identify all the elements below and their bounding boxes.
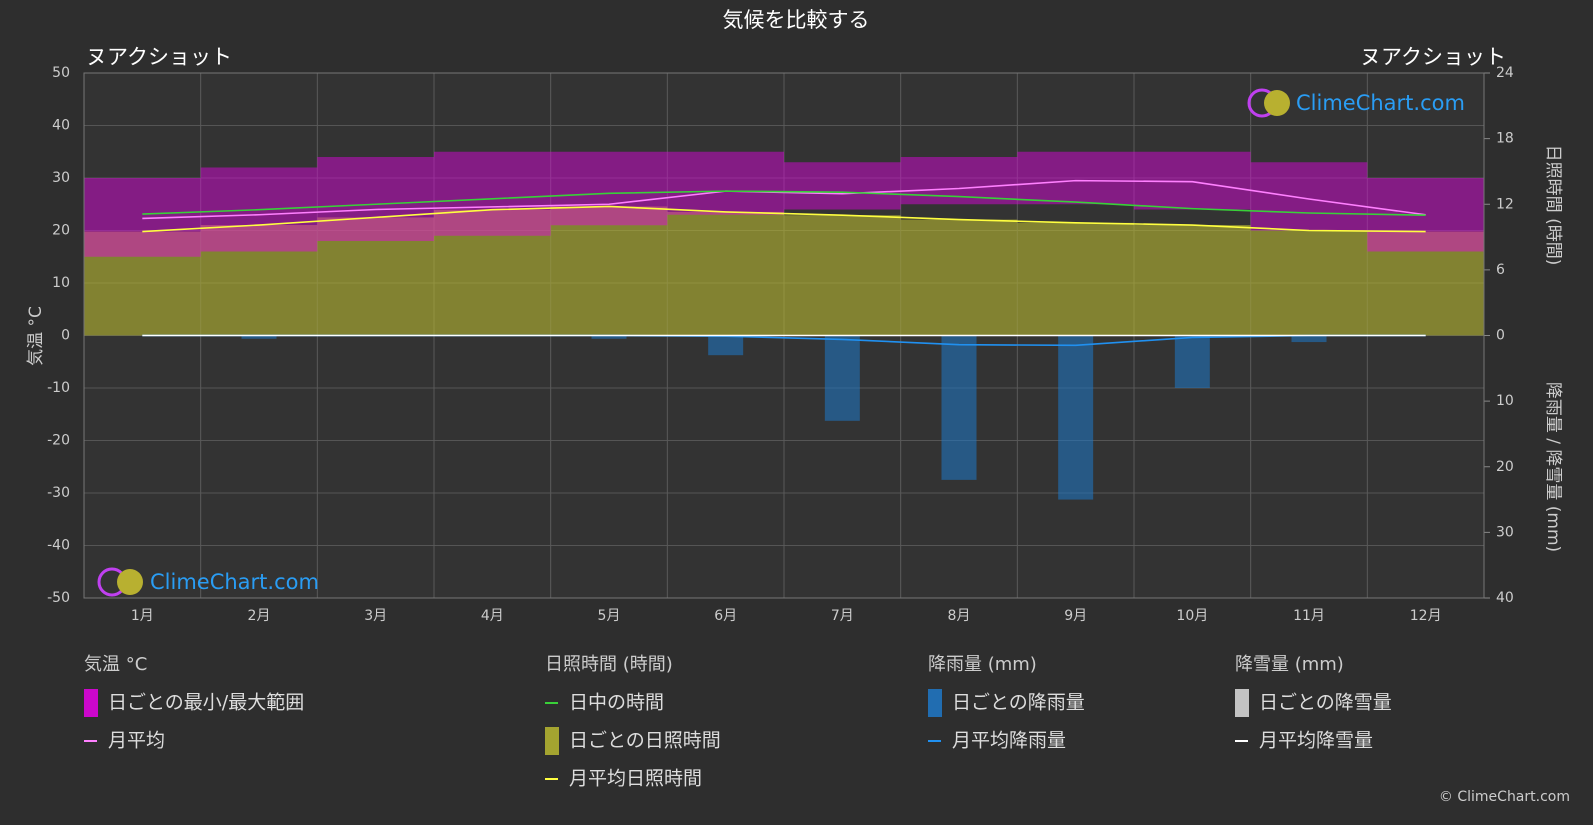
sunshine-area <box>1134 225 1251 336</box>
y-tick-label: 10 <box>52 275 70 291</box>
sunshine-area <box>317 217 434 336</box>
watermark-bottom: ClimeChart.com <box>97 567 319 597</box>
legend-swatch <box>84 689 98 717</box>
legend-label: 月平均降雪量 <box>1259 730 1373 752</box>
y2-tick-label: 24 <box>1496 65 1514 81</box>
y2-tick-label: 6 <box>1496 262 1505 278</box>
y2-tick-label: 0 <box>1496 328 1505 344</box>
legend-label: 日ごとの降雨量 <box>952 692 1085 714</box>
logo-sun <box>117 569 143 595</box>
temp-range <box>1017 151 1134 205</box>
x-tick-label: 8月 <box>948 608 971 624</box>
x-tick-label: 2月 <box>248 608 271 624</box>
sunshine-area <box>784 215 901 336</box>
y3-tick-label: 20 <box>1496 459 1514 475</box>
precip-bar <box>1174 335 1210 388</box>
temp-range <box>550 151 668 226</box>
sunshine-area <box>1250 230 1368 336</box>
x-tick-label: 5月 <box>598 608 621 624</box>
y-tick-label: -40 <box>47 538 70 554</box>
plot-area: -50 -40 -30 -20 -10 0 10 20 30 40 50 0 6 12 18 24 10 20 30… <box>47 65 1514 624</box>
x-tick-label: 7月 <box>831 608 854 624</box>
y-tick-label: 20 <box>52 223 70 239</box>
x-tick-label: 3月 <box>364 608 387 624</box>
legend-label: 月平均降雨量 <box>952 730 1066 752</box>
sunshine-area <box>200 225 318 336</box>
plot-border <box>83 72 1485 599</box>
x-tick-label: 10月 <box>1176 608 1208 624</box>
y-axis-title: 気温 °C <box>26 306 46 366</box>
legend-title: 降雨量 (mm) <box>928 654 1037 675</box>
series-line <box>142 205 1426 233</box>
watermark: ClimeChart.com <box>1296 91 1465 115</box>
sunshine-area <box>84 231 201 336</box>
legend-swatch <box>928 689 942 717</box>
series-line <box>142 190 1426 216</box>
precip-bar <box>1058 335 1094 500</box>
location-left: ヌアクショット <box>86 45 232 69</box>
temp-range <box>784 162 901 210</box>
y3-tick-label: 40 <box>1496 590 1514 606</box>
y3-tick-label: 30 <box>1496 524 1514 540</box>
legend-label: 月平均 <box>108 730 165 752</box>
legend-label: 月平均日照時間 <box>569 768 702 790</box>
precip-bar <box>824 335 860 421</box>
copyright: © ClimeChart.com <box>1439 789 1570 805</box>
y2-tick-label: 18 <box>1496 131 1514 147</box>
y3-tick-label: 10 <box>1496 393 1514 409</box>
y2-tick-label: 12 <box>1496 196 1514 212</box>
y-tick-label: 30 <box>52 170 70 186</box>
sunshine-area <box>1017 222 1134 336</box>
location-right: ヌアクショット <box>1360 45 1506 69</box>
chart-title: 気候を比較する <box>723 8 870 32</box>
sunshine-area <box>550 206 668 336</box>
legend-swatch <box>1235 689 1249 717</box>
precip-bar <box>591 335 627 339</box>
legend-label: 日ごとの降雪量 <box>1259 692 1392 714</box>
temp-range <box>667 151 784 215</box>
sunshine-area <box>900 219 1018 336</box>
sunshine-area <box>667 211 784 336</box>
x-tick-label: 1月 <box>131 608 154 624</box>
sunshine-area <box>1367 231 1484 336</box>
sunshine-area <box>434 209 551 336</box>
x-tick-label: 4月 <box>481 608 504 624</box>
precip-bar <box>941 335 977 480</box>
y3-axis-title: 降雨量 / 降雪量 (mm) <box>1543 382 1563 552</box>
watermark-top: ClimeChart.com <box>1247 88 1465 118</box>
legend-title: 日照時間 (時間) <box>545 654 673 675</box>
logo-sun <box>1264 90 1290 116</box>
legend-swatch <box>545 727 559 755</box>
temp-range <box>317 157 434 241</box>
x-tick-label: 9月 <box>1064 608 1087 624</box>
legend-label: 日ごとの日照時間 <box>569 730 721 752</box>
y-tick-label: 50 <box>52 65 70 81</box>
y-tick-label: -20 <box>47 433 70 449</box>
legend-label: 日ごとの最小/最大範囲 <box>108 692 304 714</box>
legend-label: 日中の時間 <box>569 692 664 714</box>
y2-axis-title: 日照時間 (時間) <box>1543 145 1563 266</box>
y-tick-label: -10 <box>47 380 70 396</box>
y-tick-label: 0 <box>61 328 70 344</box>
temp-range <box>1250 162 1368 231</box>
temp-range <box>434 151 551 236</box>
legend-title: 降雪量 (mm) <box>1235 654 1344 675</box>
precip-bar <box>1291 335 1327 343</box>
legend-title: 気温 °C <box>84 654 147 675</box>
x-tick-label: 11月 <box>1293 608 1325 624</box>
precip-bar <box>708 335 744 356</box>
x-tick-label: 6月 <box>714 608 737 624</box>
y-tick-label: -50 <box>47 590 70 606</box>
y-tick-label: 40 <box>52 118 70 134</box>
x-tick-label: 12月 <box>1410 608 1442 624</box>
precip-bar <box>241 335 277 339</box>
y-tick-label: -30 <box>47 485 70 501</box>
watermark: ClimeChart.com <box>150 570 319 594</box>
